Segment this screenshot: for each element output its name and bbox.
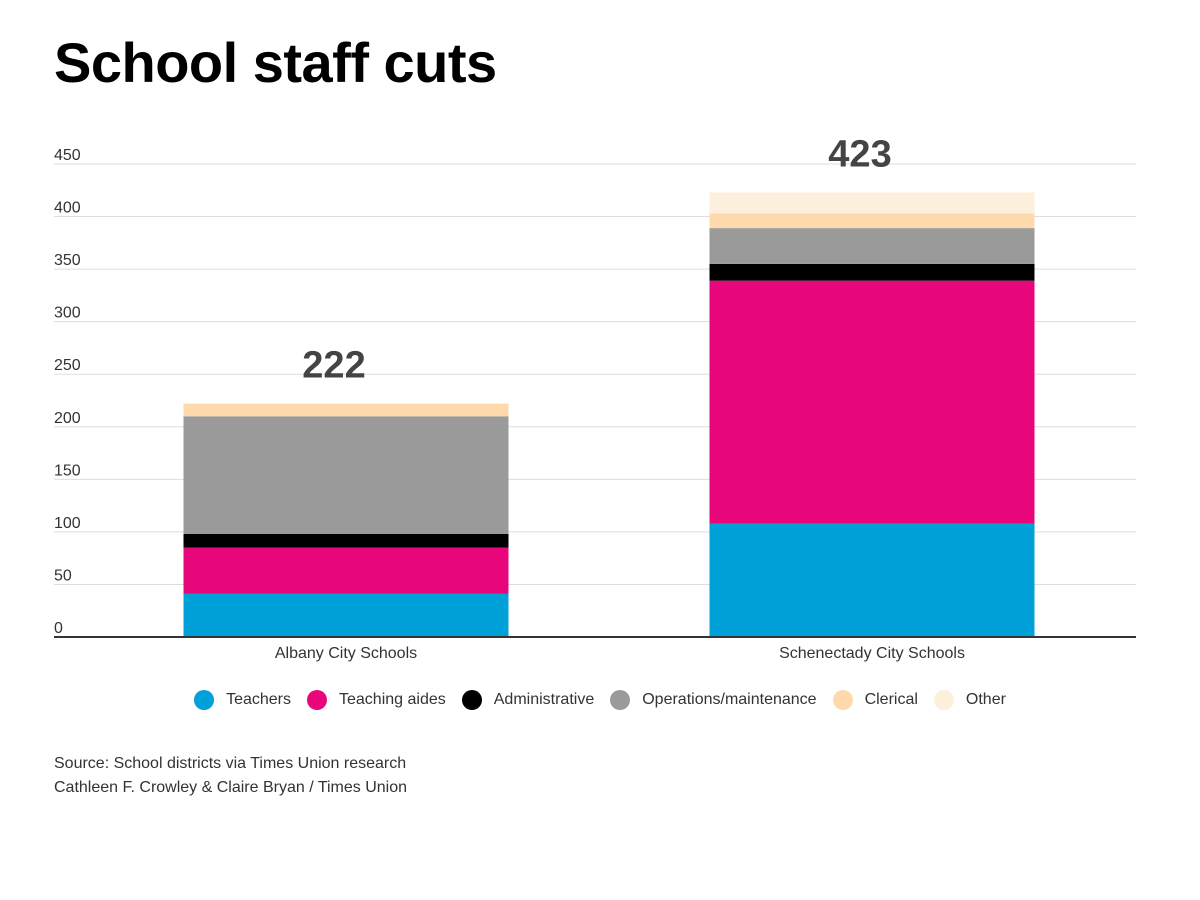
y-tick-label: 450 [54, 147, 81, 164]
legend-label: Administrative [493, 691, 595, 708]
byline: Cathleen F. Crowley & Claire Bryan / Tim… [54, 779, 408, 796]
y-tick-label: 400 [54, 200, 81, 217]
y-tick-label: 0 [54, 620, 63, 637]
y-tick-label: 150 [54, 462, 81, 479]
legend-swatch [933, 690, 954, 710]
stacked-bar-chart: 0 50 100 150 200 250 300 350 400 450 222 Albany Cit… [54, 133, 1136, 662]
legend-swatch [307, 690, 327, 710]
legend-swatch [194, 690, 215, 710]
legend-item: Administrative [461, 690, 595, 710]
bar-segment-administrative [709, 263, 1035, 281]
legend-swatch [610, 690, 631, 710]
chart-title: School staff cuts [54, 31, 497, 94]
source-line: Source: School districts via Times Union… [54, 755, 407, 772]
x-category-label: Albany City Schools [275, 645, 417, 662]
x-category-label: Schenectady City Schools [779, 645, 965, 662]
y-tick-label: 200 [54, 410, 81, 427]
bar-segment-operations-maintenance [709, 228, 1035, 264]
bar-segment-other [709, 192, 1035, 214]
legend-label: Clerical [864, 691, 918, 708]
legend-item: Teachers [194, 690, 291, 710]
legend-label: Teachers [226, 691, 291, 708]
bar-segment-teachers [183, 593, 509, 637]
bar-segment-administrative [183, 533, 509, 548]
bar-segment-clerical [183, 403, 509, 417]
legend-item: Teaching aides [307, 690, 446, 710]
source-note: Source: School districts via Times Union… [54, 752, 407, 800]
legend-swatch [461, 690, 482, 710]
y-tick-label: 350 [54, 252, 81, 269]
bar-segment-teachers [709, 523, 1035, 637]
y-tick-label: 50 [54, 567, 72, 584]
bar-total-label: 423 [828, 133, 891, 175]
legend-swatch [832, 690, 853, 710]
legend-item: Other [933, 690, 1006, 710]
legend-label: Other [965, 691, 1006, 708]
bar-segment-operations-maintenance [183, 416, 509, 534]
bar-total-label: 222 [302, 345, 365, 387]
y-tick-label: 300 [54, 305, 81, 322]
bar-segment-teaching-aides [183, 547, 509, 594]
bar-segment-clerical [709, 213, 1035, 229]
legend-label: Teaching aides [339, 691, 446, 708]
chart-legend: Teachers Teaching aides Administrative Oper… [0, 690, 1200, 710]
legend-item: Clerical [832, 690, 918, 710]
y-tick-label: 100 [54, 515, 81, 532]
legend-item: Operations/maintenance [610, 690, 817, 710]
bar-segment-teaching-aides [709, 280, 1035, 524]
y-tick-label: 250 [54, 357, 81, 374]
legend-label: Operations/maintenance [642, 691, 817, 708]
